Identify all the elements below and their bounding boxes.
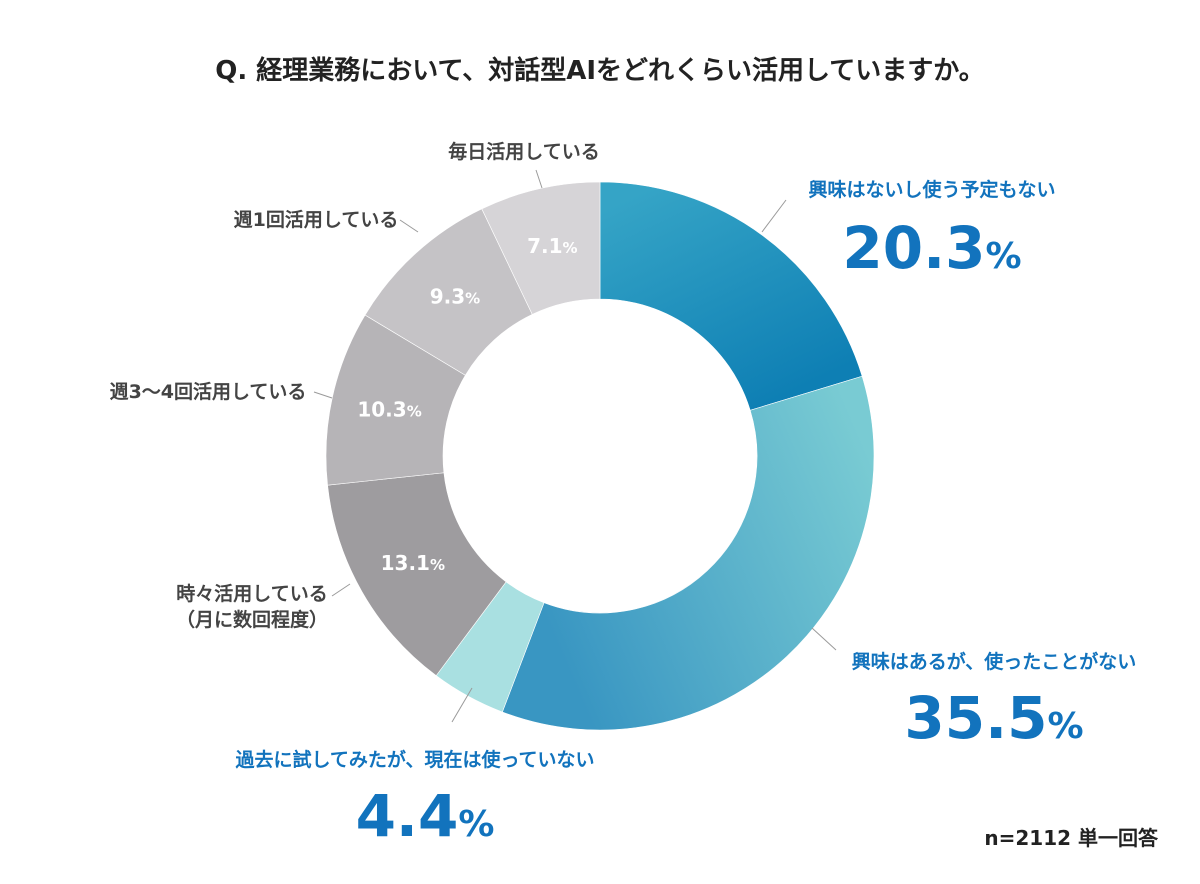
slice-value-callout: 4.4%: [356, 782, 495, 850]
slice-category-label: 過去に試してみたが、現在は使っていない: [235, 748, 594, 771]
leader-line: [535, 169, 543, 189]
donut-slice: [481, 181, 601, 315]
leader-line: [811, 627, 837, 651]
chart-title: Q. 経理業務において、対話型AIをどれくらい活用していますか。: [215, 56, 985, 86]
sample-note: n=2112 単一回答: [984, 826, 1158, 850]
slice-value-label: 10.3%: [357, 398, 421, 422]
donut-slice: [501, 375, 875, 731]
donut-slice: [599, 181, 863, 411]
slice-value-label: 7.1%: [527, 234, 577, 258]
slice-category-label: 興味はないし使う予定もない: [808, 178, 1055, 201]
slice-value-label: 9.3%: [430, 285, 480, 309]
slice-category-label: 週3〜4回活用している: [110, 380, 307, 403]
slice-category-label: 興味はあるが、使ったことがない: [852, 650, 1137, 673]
leader-line: [761, 199, 787, 233]
slice-category-label: 時々活用している（月に数回程度）: [176, 582, 328, 631]
leader-line: [313, 391, 333, 399]
slice-value-label: 13.1%: [381, 551, 445, 575]
leader-line: [451, 687, 473, 723]
slice-value-callout: 35.5%: [904, 684, 1083, 752]
leader-line: [331, 583, 351, 597]
leader-line: [399, 219, 419, 233]
slice-category-label: 週1回活用している: [234, 208, 399, 231]
slice-category-label: 毎日活用している: [448, 140, 599, 163]
slice-value-callout: 20.3%: [842, 214, 1021, 282]
